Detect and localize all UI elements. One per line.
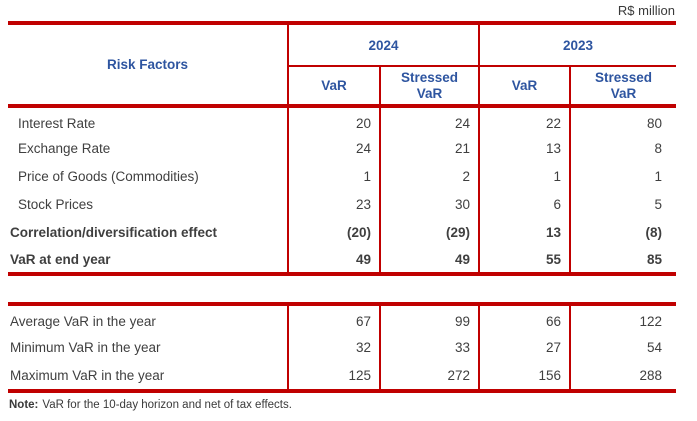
page: R$ million Risk Factors 2024 2023 VaR St…: [8, 3, 677, 411]
row-label: Average VaR in the year: [10, 314, 156, 329]
table-row-stock-prices: Stock Prices 23 30 6 5: [8, 190, 677, 218]
cell-2024-stressed-var: 99: [379, 304, 479, 333]
table-row-interest-rate: Interest Rate 20 24 22 80: [8, 104, 677, 134]
row-label: Minimum VaR in the year: [10, 340, 161, 355]
cell-2023-stressed-var: 5: [569, 190, 677, 218]
cell-2024-var: 32: [287, 333, 380, 362]
cell-2023-stressed-var: (8): [569, 218, 677, 246]
table-row-average-var: Average VaR in the year 67 99 66 122: [8, 304, 676, 333]
table-row-minimum-var: Minimum VaR in the year 32 33 27 54: [8, 333, 676, 362]
risk-factors-table: Risk Factors 2024 2023 VaR Stressed VaR …: [8, 21, 677, 276]
cell-2023-var: 55: [478, 246, 571, 274]
cell-2023-var: 22: [478, 104, 571, 134]
table-header: Risk Factors 2024 2023 VaR Stressed VaR …: [8, 23, 677, 106]
row-label: Stock Prices: [18, 196, 94, 212]
table-row-var-end-year: VaR at end year 49 49 55 85: [8, 246, 677, 274]
year-header-row: Risk Factors 2024 2023: [8, 23, 677, 72]
cell-2023-stressed-var: 8: [569, 134, 677, 162]
risk-factors-header: Risk Factors: [106, 57, 189, 72]
var-2024-header: VaR: [287, 66, 380, 106]
table-row-correlation-effect: Correlation/diversification effect (20) …: [8, 218, 677, 246]
year-2023-header: 2023: [478, 23, 677, 68]
var-2023-header: VaR: [478, 66, 571, 106]
row-label: VaR at end year: [10, 251, 111, 267]
row-label: Interest Rate: [8, 104, 288, 134]
cell-2024-var: 67: [287, 304, 380, 333]
cell-2024-stressed-var: 2: [378, 162, 480, 190]
table-row-exchange-rate: Exchange Rate 24 21 13 8: [8, 134, 677, 162]
cell-2023-var: 1: [478, 162, 571, 190]
cell-2023-var: 6: [478, 190, 571, 218]
table-row-maximum-var: Maximum VaR in the year 125 272 156 288: [8, 362, 676, 391]
cell-2024-stressed-var: 33: [379, 333, 479, 362]
cell-2024-var: 1: [287, 162, 380, 190]
cell-2023-stressed-var: 122: [569, 304, 676, 333]
cell-2024-stressed-var: 24: [378, 104, 480, 134]
cell-2023-stressed-var: 85: [569, 246, 677, 274]
cell-2023-var: 27: [478, 333, 570, 362]
cell-2024-stressed-var: 21: [378, 134, 480, 162]
cell-2023-stressed-var: 54: [569, 333, 676, 362]
cell-2023-var: 13: [478, 134, 571, 162]
cell-2023-stressed-var: 288: [569, 362, 676, 391]
cell-2024-stressed-var: 272: [379, 362, 479, 391]
cell-2024-var: 24: [287, 134, 380, 162]
cell-2024-var: 23: [287, 190, 380, 218]
cell-2024-stressed-var: 30: [378, 190, 480, 218]
cell-2024-var: 49: [287, 246, 380, 274]
var-summary-table: Average VaR in the year 67 99 66 122 Min…: [8, 302, 676, 393]
cell-2024-var: 125: [287, 362, 380, 391]
stressed-var-2024-header: Stressed VaR: [378, 66, 480, 106]
note-text: VaR for the 10-day horizon and net of ta…: [42, 399, 292, 411]
cell-2024-var: 20: [287, 104, 380, 134]
footnote: Note: VaR for the 10-day horizon and net …: [8, 399, 676, 411]
cell-2024-var: (20): [287, 218, 380, 246]
note-label: Note:: [9, 399, 39, 411]
unit-label: R$ million: [617, 3, 675, 18]
table-row-commodities: Price of Goods (Commodities) 1 2 1 1: [8, 162, 677, 190]
row-label: Price of Goods (Commodities): [18, 168, 199, 184]
row-label: Correlation/diversification effect: [10, 224, 218, 240]
cell-2024-stressed-var: 49: [378, 246, 480, 274]
subheader-row: VaR Stressed VaR VaR Stressed VaR: [8, 66, 677, 106]
cell-2024-stressed-var: (29): [378, 218, 480, 246]
cell-2023-var: 66: [478, 304, 570, 333]
cell-2023-stressed-var: 80: [569, 104, 677, 134]
stressed-var-2023-header: Stressed VaR: [569, 66, 677, 106]
cell-2023-var: 13: [478, 218, 571, 246]
year-2024-header: 2024: [286, 23, 480, 68]
row-label: Maximum VaR in the year: [10, 368, 165, 383]
cell-2023-var: 156: [478, 362, 570, 391]
row-label: Exchange Rate: [18, 140, 111, 156]
cell-2023-stressed-var: 1: [569, 162, 677, 190]
